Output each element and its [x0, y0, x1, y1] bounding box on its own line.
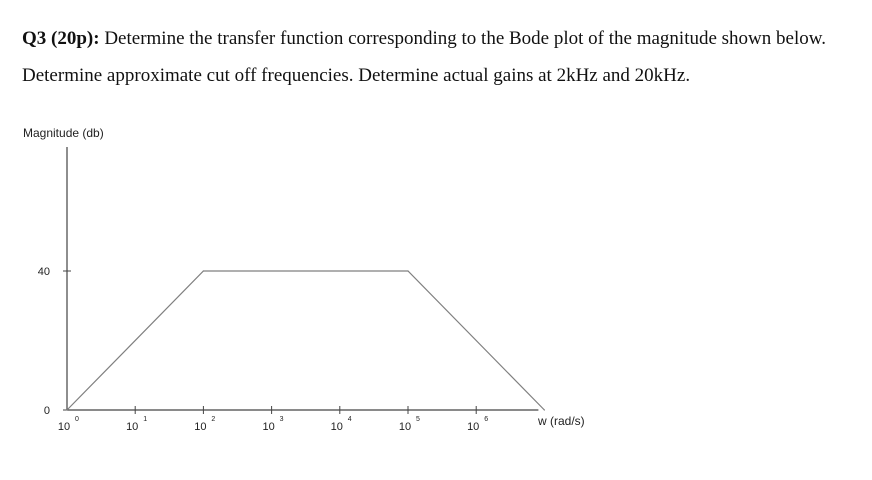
breakpoint-vertex [66, 409, 68, 411]
x-tick-label: 10 [262, 421, 274, 433]
x-tick-exponent: 6 [484, 416, 488, 423]
y-tick-label: 0 [44, 405, 50, 417]
x-tick-exponent: 0 [75, 416, 79, 423]
x-tick-label: 10 [467, 421, 479, 433]
question-label: Q3 (20p): [22, 28, 100, 49]
x-tick-exponent: 4 [348, 416, 352, 423]
breakpoint-vertex [407, 270, 409, 272]
question-text: Q3 (20p): Determine the transfer functio… [22, 20, 857, 94]
x-tick-label: 10 [126, 421, 138, 433]
x-tick-label: 10 [331, 421, 343, 433]
x-tick-exponent: 2 [211, 416, 215, 423]
x-tick-exponent: 5 [416, 416, 420, 423]
x-tick-exponent: 1 [143, 416, 147, 423]
x-tick-label: 10 [194, 421, 206, 433]
x-tick-exponent: 3 [280, 416, 284, 423]
breakpoint-vertex [543, 409, 546, 411]
x-axis-label: w (rad/s) [537, 414, 585, 428]
x-tick-label: 10 [399, 421, 411, 433]
y-axis-label: Magnitude (db) [23, 126, 104, 140]
plot-marks [66, 270, 546, 411]
x-tick-label: 10 [58, 421, 70, 433]
y-tick-label: 40 [38, 266, 50, 278]
question-body: Determine the transfer function correspo… [22, 28, 826, 86]
plot-axes: 0 40 10 0 10 1 10 2 10 3 10 4 10 5 10 6 [38, 147, 539, 433]
breakpoint-vertex [202, 270, 204, 272]
magnitude-asymptote-line [66, 270, 545, 411]
